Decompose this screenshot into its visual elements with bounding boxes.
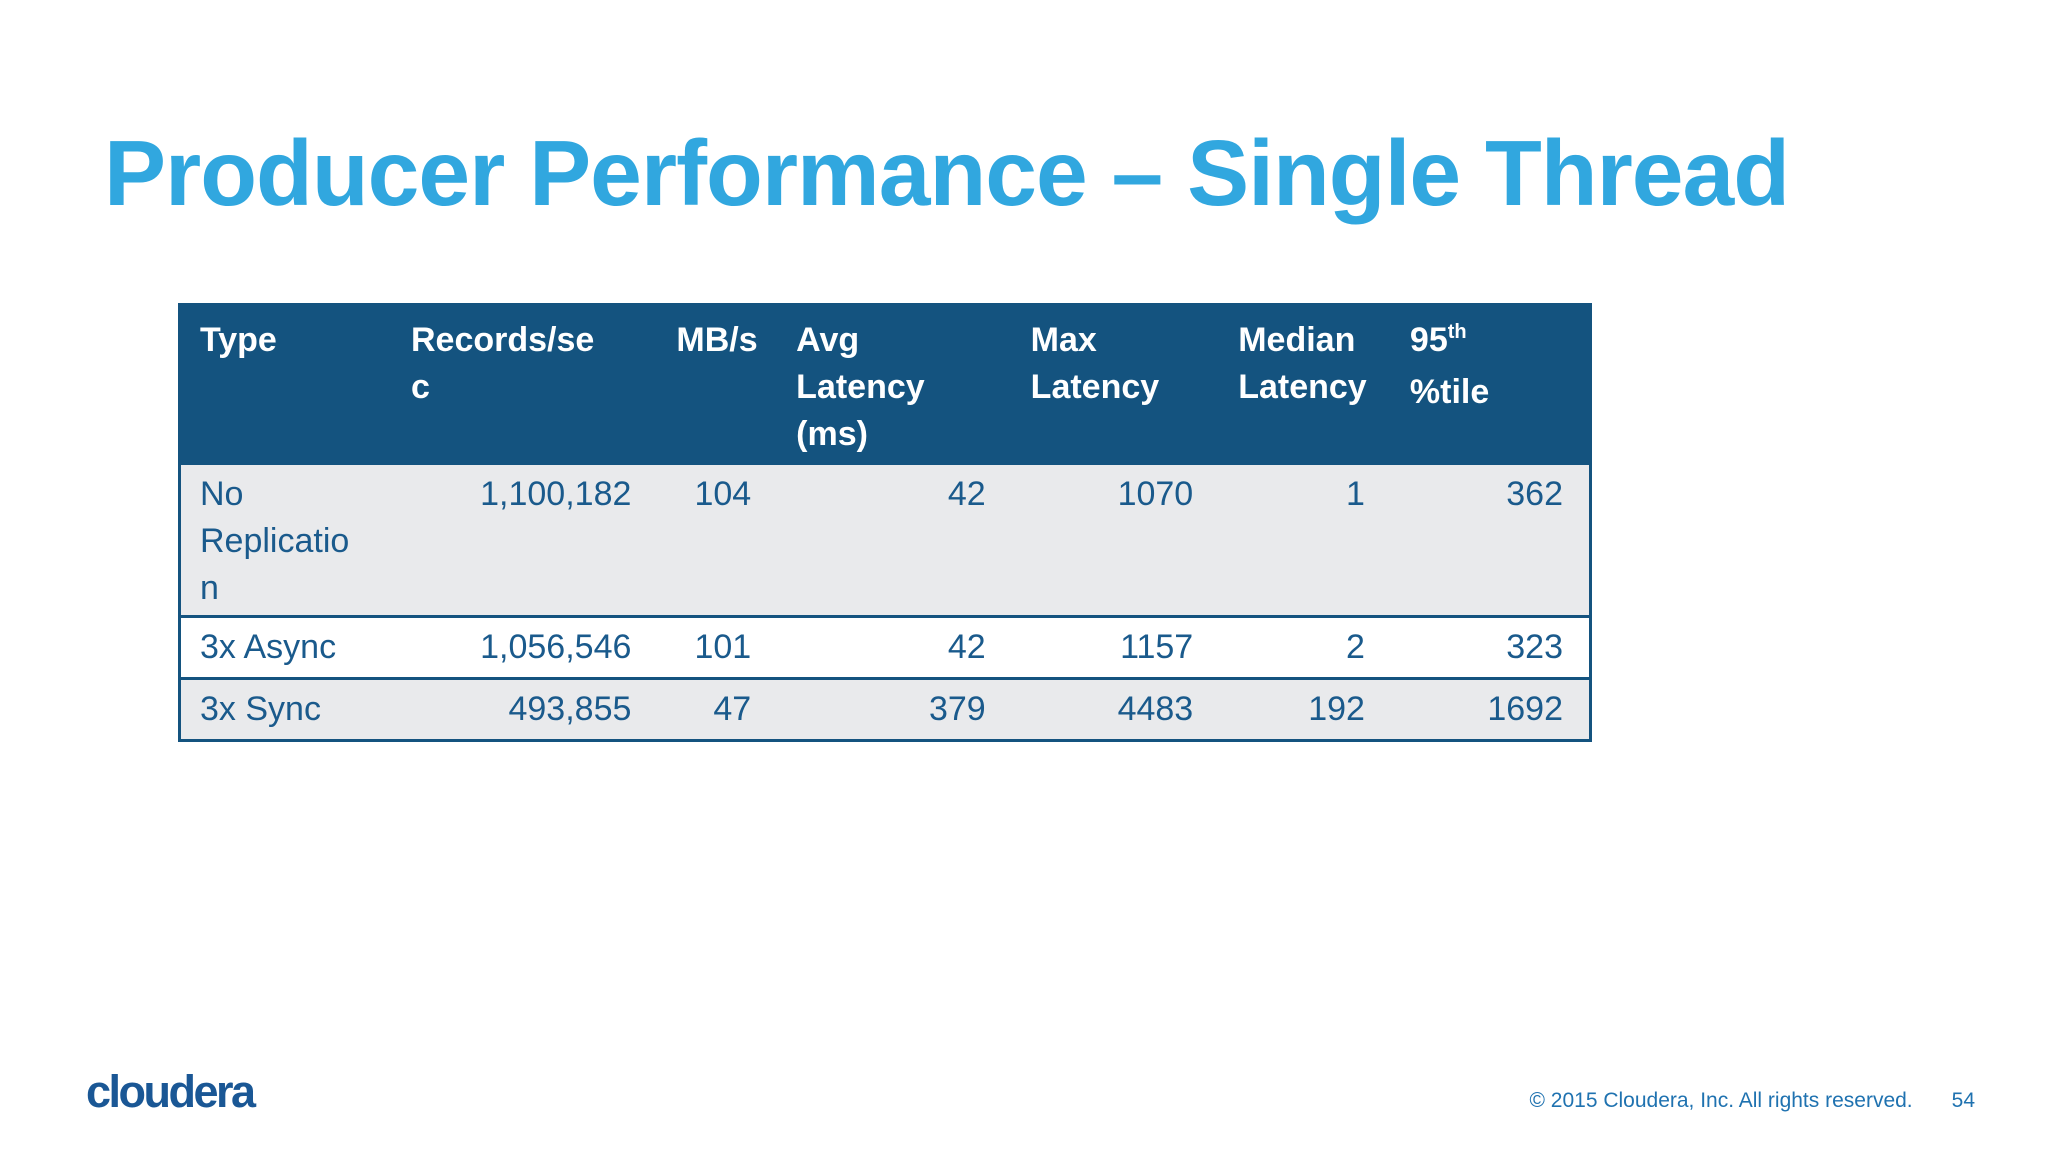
footer-copyright: © 2015 Cloudera, Inc. All rights reserve… [1529, 1089, 1913, 1112]
cell-max-latency: 1070 [1011, 462, 1220, 617]
cell-mb-per-s: 104 [657, 462, 778, 617]
cell-95th-percentile: 362 [1390, 462, 1591, 617]
cell-median-latency: 2 [1219, 615, 1391, 679]
cell-avg-latency: 379 [777, 677, 1012, 741]
slide-footer: © 2015 Cloudera, Inc. All rights reserve… [1529, 1089, 1975, 1113]
cell-type: 3x Sync [179, 677, 392, 741]
cell-mb-per-s: 101 [657, 615, 778, 679]
percentile-line2: %tile [1409, 373, 1490, 411]
cell-median-latency: 192 [1219, 677, 1391, 741]
table-row-3x-async: 3x Async 1,056,546 101 42 1157 2 323 [179, 615, 1591, 679]
header-cell-records-per-sec: Records/se c [391, 304, 658, 464]
header-cell-max-latency: Max Latency [1011, 304, 1220, 464]
percentile-base: 95 [1409, 321, 1448, 359]
cell-95th-percentile: 1692 [1390, 677, 1591, 741]
header-cell-95th-percentile: 95th %tile [1390, 304, 1591, 464]
cell-records-per-sec: 1,056,546 [391, 615, 658, 679]
cell-median-latency: 1 [1219, 462, 1391, 617]
cell-mb-per-s: 47 [657, 677, 778, 741]
header-cell-mb-per-s: MB/s [657, 304, 778, 464]
header-cell-avg-latency: Avg Latency (ms) [777, 304, 1012, 464]
page-title: Producer Performance – Single Thread [104, 121, 1790, 226]
cell-95th-percentile: 323 [1390, 615, 1591, 679]
header-cell-type: Type [179, 304, 392, 464]
table-row-3x-sync: 3x Sync 493,855 47 379 4483 192 1692 [179, 677, 1591, 741]
percentile-superscript: th [1447, 321, 1467, 343]
footer-page-number: 54 [1951, 1089, 1975, 1112]
cell-records-per-sec: 493,855 [391, 677, 658, 741]
producer-performance-table: Type Records/se c MB/s Avg Latency (ms) … [178, 303, 1592, 742]
header-cell-median-latency: Median Latency [1219, 304, 1391, 464]
cell-avg-latency: 42 [777, 462, 1012, 617]
cell-type: 3x Async [179, 615, 392, 679]
cloudera-logo: cloudera [86, 1066, 256, 1117]
cell-max-latency: 1157 [1011, 615, 1220, 679]
cell-avg-latency: 42 [777, 615, 1012, 679]
cell-records-per-sec: 1,100,182 [391, 462, 658, 617]
table-row-no-replication: No Replicatio n 1,100,182 104 42 1070 1 … [179, 462, 1591, 617]
cell-type: No Replicatio n [179, 462, 392, 617]
cell-max-latency: 4483 [1011, 677, 1220, 741]
table-header-row: Type Records/se c MB/s Avg Latency (ms) … [179, 304, 1591, 464]
